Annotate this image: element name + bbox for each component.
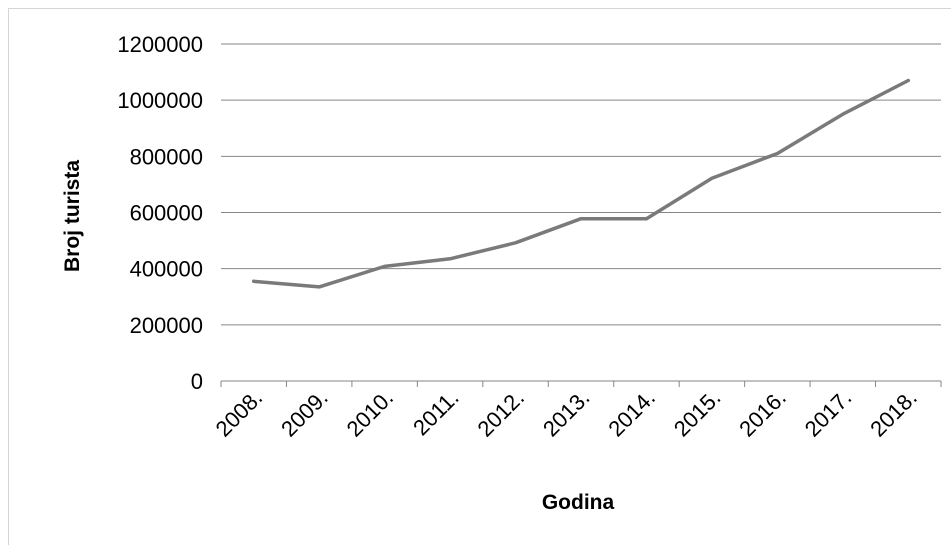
x-axis <box>220 380 942 387</box>
y-tick-label: 0 <box>191 369 203 394</box>
x-tick-label: 2018. <box>865 385 922 442</box>
x-tick-label: 2017. <box>800 385 857 442</box>
y-tick-label: 1000000 <box>117 88 203 113</box>
x-tick-label: 2015. <box>669 385 726 442</box>
gridlines <box>221 43 941 326</box>
x-tick-label: 2014. <box>603 385 660 442</box>
series-lines <box>251 78 911 289</box>
y-tick-label: 800000 <box>130 144 203 169</box>
x-tick-label: 2010. <box>342 385 399 442</box>
x-tick-label: 2012. <box>472 385 529 442</box>
x-tick-label: 2009. <box>276 385 333 442</box>
series-line <box>251 78 911 289</box>
y-tick-label: 1200000 <box>117 32 203 57</box>
x-tick-label: 2016. <box>734 385 791 442</box>
y-tick-label: 400000 <box>130 257 203 282</box>
x-tick-label: 2008. <box>211 385 268 442</box>
line-chart: 020000040000060000080000010000001200000 … <box>61 32 942 514</box>
x-tick-label: 2011. <box>408 385 463 440</box>
y-tick-label: 200000 <box>130 313 203 338</box>
y-axis-tick-labels: 0 200000 400000 600000 800000 1000000 1200000 <box>117 32 203 394</box>
chart-area: 0 200000 400000 600000 800000 1000000 1200000 … <box>8 8 951 545</box>
y-tick-label: 600000 <box>130 201 203 226</box>
y-axis-title: Broj turista <box>61 160 84 272</box>
x-tick-label: 2013. <box>538 385 595 442</box>
x-axis-title: Godina <box>542 491 615 514</box>
x-axis-tick-labels: 2008. 2009. 2010. 2011. 2012. 2013. 2014. 2015.… <box>211 385 922 442</box>
